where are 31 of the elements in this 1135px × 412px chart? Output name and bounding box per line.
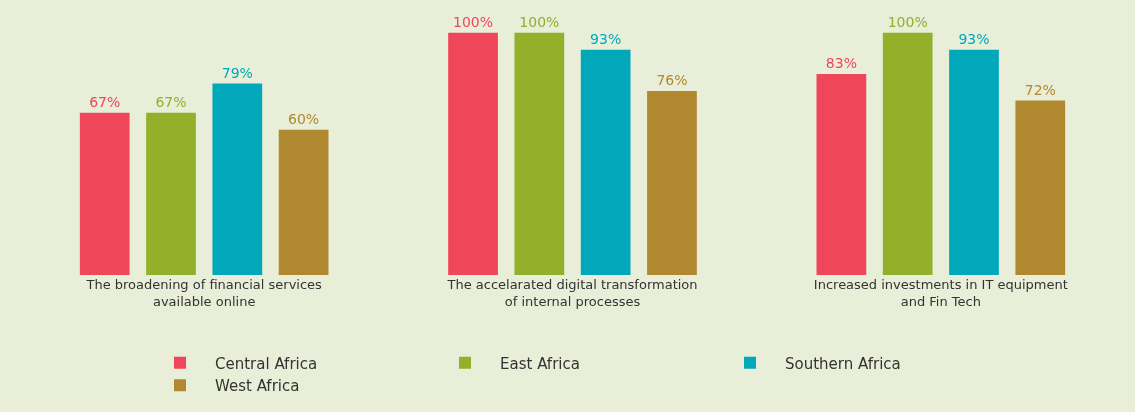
bar xyxy=(212,83,263,275)
data-label: 93% xyxy=(590,30,622,47)
bar xyxy=(580,49,631,275)
legend-label: Central Africa xyxy=(215,354,318,373)
legend-label: East Africa xyxy=(500,354,580,373)
data-label: 67% xyxy=(155,93,187,110)
bar xyxy=(514,32,565,275)
data-label: 83% xyxy=(825,54,857,71)
bar xyxy=(647,90,697,275)
bar xyxy=(146,112,196,275)
data-label: 76% xyxy=(656,71,688,88)
legend-label: West Africa xyxy=(215,377,300,395)
data-label: 79% xyxy=(221,64,253,81)
legend-label: Southern Africa xyxy=(785,354,901,373)
data-label: 60% xyxy=(288,110,320,127)
data-label: 100% xyxy=(519,13,560,30)
bar xyxy=(949,49,999,275)
bar xyxy=(816,73,867,275)
bar xyxy=(278,129,329,275)
x-tick-label: The broadening of financial services available online xyxy=(85,277,323,309)
bar xyxy=(882,32,933,275)
data-label: 72% xyxy=(1024,81,1056,98)
data-label: 100% xyxy=(453,13,494,30)
data-label: 93% xyxy=(958,30,990,47)
x-tick-label: The accelarated digital transformation of internal processes xyxy=(446,277,698,309)
bar xyxy=(448,32,498,275)
bar xyxy=(79,112,130,275)
data-label: 100% xyxy=(887,13,928,30)
x-tick-label: Increased investments in IT equipment and Fin Tech xyxy=(813,277,1068,309)
bar xyxy=(1015,100,1066,275)
data-label: 67% xyxy=(89,93,121,110)
